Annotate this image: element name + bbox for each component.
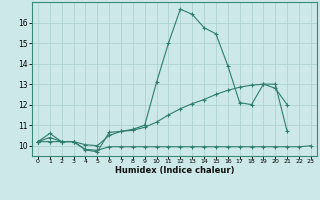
X-axis label: Humidex (Indice chaleur): Humidex (Indice chaleur) <box>115 166 234 175</box>
